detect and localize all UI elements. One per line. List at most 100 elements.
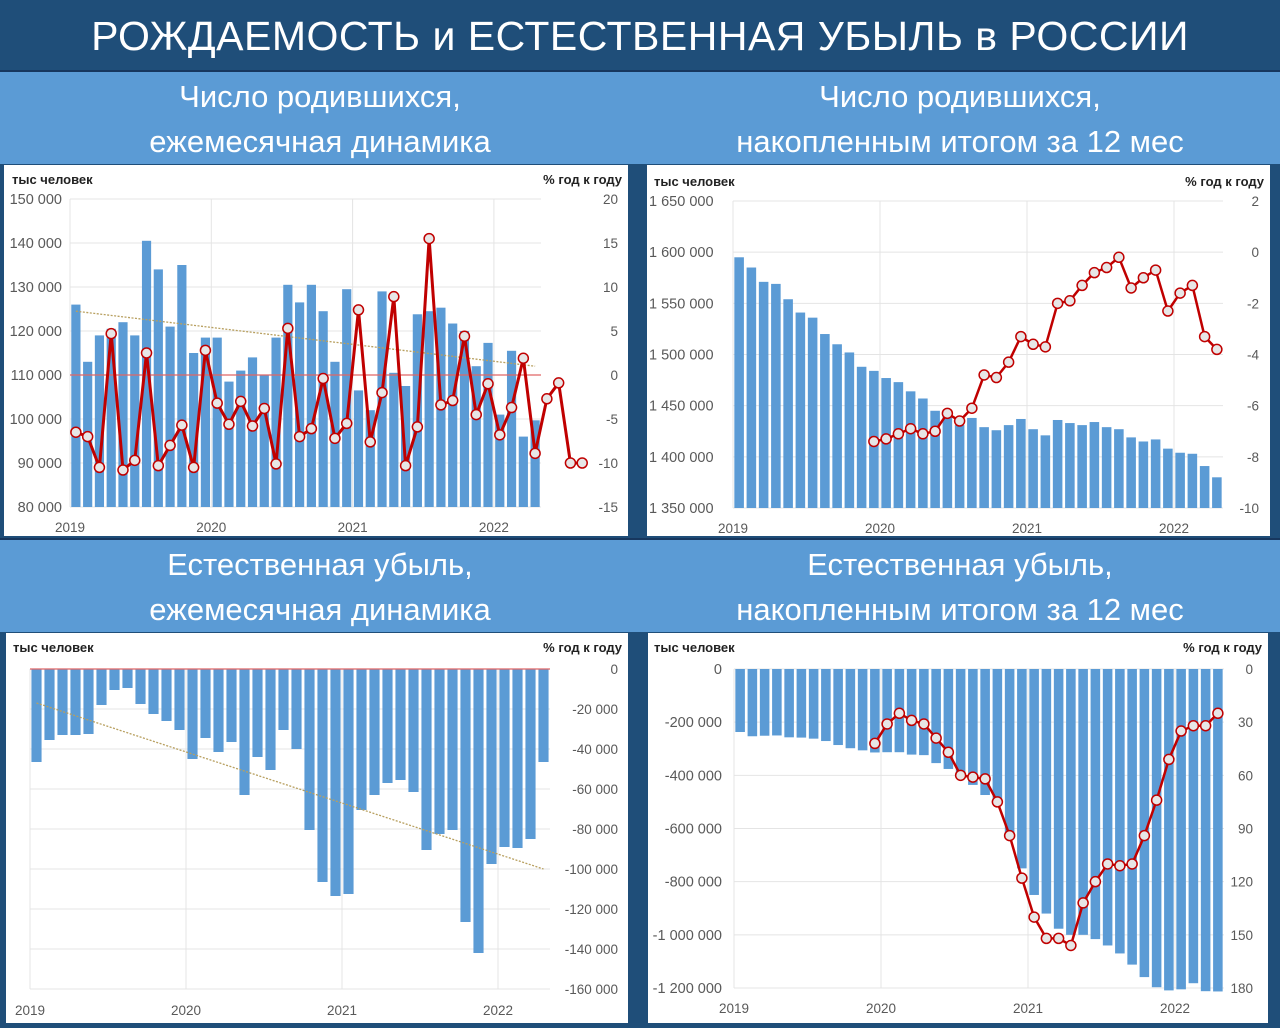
bar: [278, 669, 289, 730]
line-marker: [1015, 330, 1027, 343]
bar: [918, 398, 928, 508]
line-series: [70, 232, 588, 476]
line-marker: [1027, 338, 1039, 351]
bar: [747, 669, 758, 737]
bar: [224, 381, 234, 507]
line-marker: [1212, 707, 1224, 720]
section-title-line: Естественная убыль,: [167, 547, 473, 582]
bar: [1028, 429, 1038, 508]
line-marker: [1065, 939, 1077, 952]
bar-series: [31, 669, 549, 953]
bar: [1017, 669, 1027, 869]
line-marker: [70, 426, 82, 438]
y2-axis-unit-label: % год к году: [543, 172, 622, 187]
line-marker: [93, 461, 106, 474]
bar: [213, 669, 224, 752]
svg-text:2022: 2022: [1160, 1001, 1190, 1016]
svg-text:150: 150: [1230, 928, 1253, 943]
svg-text:0: 0: [714, 662, 722, 678]
line-marker: [234, 395, 247, 408]
section-title-decline-12m: Естественная убыль, накопленным итогом з…: [640, 542, 1280, 632]
bar: [1078, 669, 1088, 935]
bar: [318, 311, 328, 507]
bar: [771, 283, 781, 508]
bar: [1164, 669, 1174, 991]
line-marker: [1114, 859, 1126, 872]
bar: [954, 425, 965, 508]
bar: [1114, 429, 1124, 508]
bar: [1040, 435, 1051, 508]
line-marker: [893, 707, 906, 720]
bar: [968, 669, 978, 785]
svg-text:100 000: 100 000: [10, 412, 62, 428]
svg-text:-6: -6: [1247, 399, 1259, 414]
bar: [525, 669, 536, 839]
line-marker: [869, 737, 881, 750]
bar: [807, 317, 818, 508]
bar: [1004, 669, 1015, 837]
line-marker: [164, 439, 176, 452]
bar: [434, 669, 445, 834]
line-marker: [494, 429, 506, 441]
bar: [473, 669, 484, 953]
line-marker: [991, 796, 1004, 808]
bar: [377, 291, 387, 507]
bar: [530, 420, 540, 507]
bar: [734, 257, 744, 508]
bar: [353, 390, 364, 507]
line-marker: [868, 435, 880, 448]
line-marker: [81, 430, 94, 443]
trend-line: [75, 310, 536, 367]
line-marker: [1211, 343, 1223, 356]
line-marker: [1199, 719, 1212, 732]
axis-labels: 1 650 000 1 600 000 1 550 000 1 500 000 1 45…: [649, 194, 1259, 536]
bar: [991, 430, 1002, 508]
line-marker: [105, 327, 117, 340]
bar: [459, 331, 470, 507]
bar: [1016, 418, 1026, 508]
bar: [784, 669, 794, 738]
svg-text:130 000: 130 000: [10, 280, 62, 296]
svg-text:10: 10: [603, 280, 618, 295]
line-marker: [1174, 287, 1186, 299]
line-marker: [979, 773, 991, 785]
line-marker: [317, 372, 329, 385]
line-marker: [1039, 341, 1052, 353]
bar: [236, 370, 246, 507]
svg-text:150 000: 150 000: [10, 192, 62, 208]
bar: [448, 323, 458, 507]
line-marker: [505, 401, 518, 414]
bar: [304, 669, 315, 830]
svg-text:2019: 2019: [15, 1003, 45, 1018]
svg-text:-160 000: -160 000: [565, 982, 618, 997]
bar: [870, 669, 880, 753]
bar: [979, 427, 989, 508]
bar: [317, 669, 328, 882]
line-marker: [978, 369, 990, 381]
svg-text:0: 0: [610, 368, 618, 383]
bar: [471, 366, 481, 507]
grid-lines: [69, 198, 541, 508]
bar: [174, 669, 185, 730]
bar: [271, 337, 281, 507]
bar: [424, 311, 434, 507]
line-marker: [1187, 719, 1200, 732]
svg-text:2019: 2019: [719, 1001, 749, 1016]
bar: [148, 669, 159, 714]
bar: [265, 669, 276, 770]
line-marker: [435, 399, 447, 411]
line-marker: [458, 330, 471, 343]
bar: [746, 267, 757, 508]
bar: [1127, 669, 1137, 965]
bar: [118, 322, 128, 507]
svg-text:30: 30: [1238, 715, 1253, 730]
line-marker: [1064, 295, 1076, 307]
bar: [122, 669, 133, 688]
bar: [1041, 669, 1052, 914]
bar: [856, 366, 867, 508]
section-title-births-12m: Число родившихся, накопленным итогом за …: [640, 74, 1280, 164]
line-marker: [1100, 261, 1113, 274]
line-marker: [258, 402, 271, 415]
line-marker: [1125, 282, 1137, 294]
bar: [189, 353, 199, 507]
